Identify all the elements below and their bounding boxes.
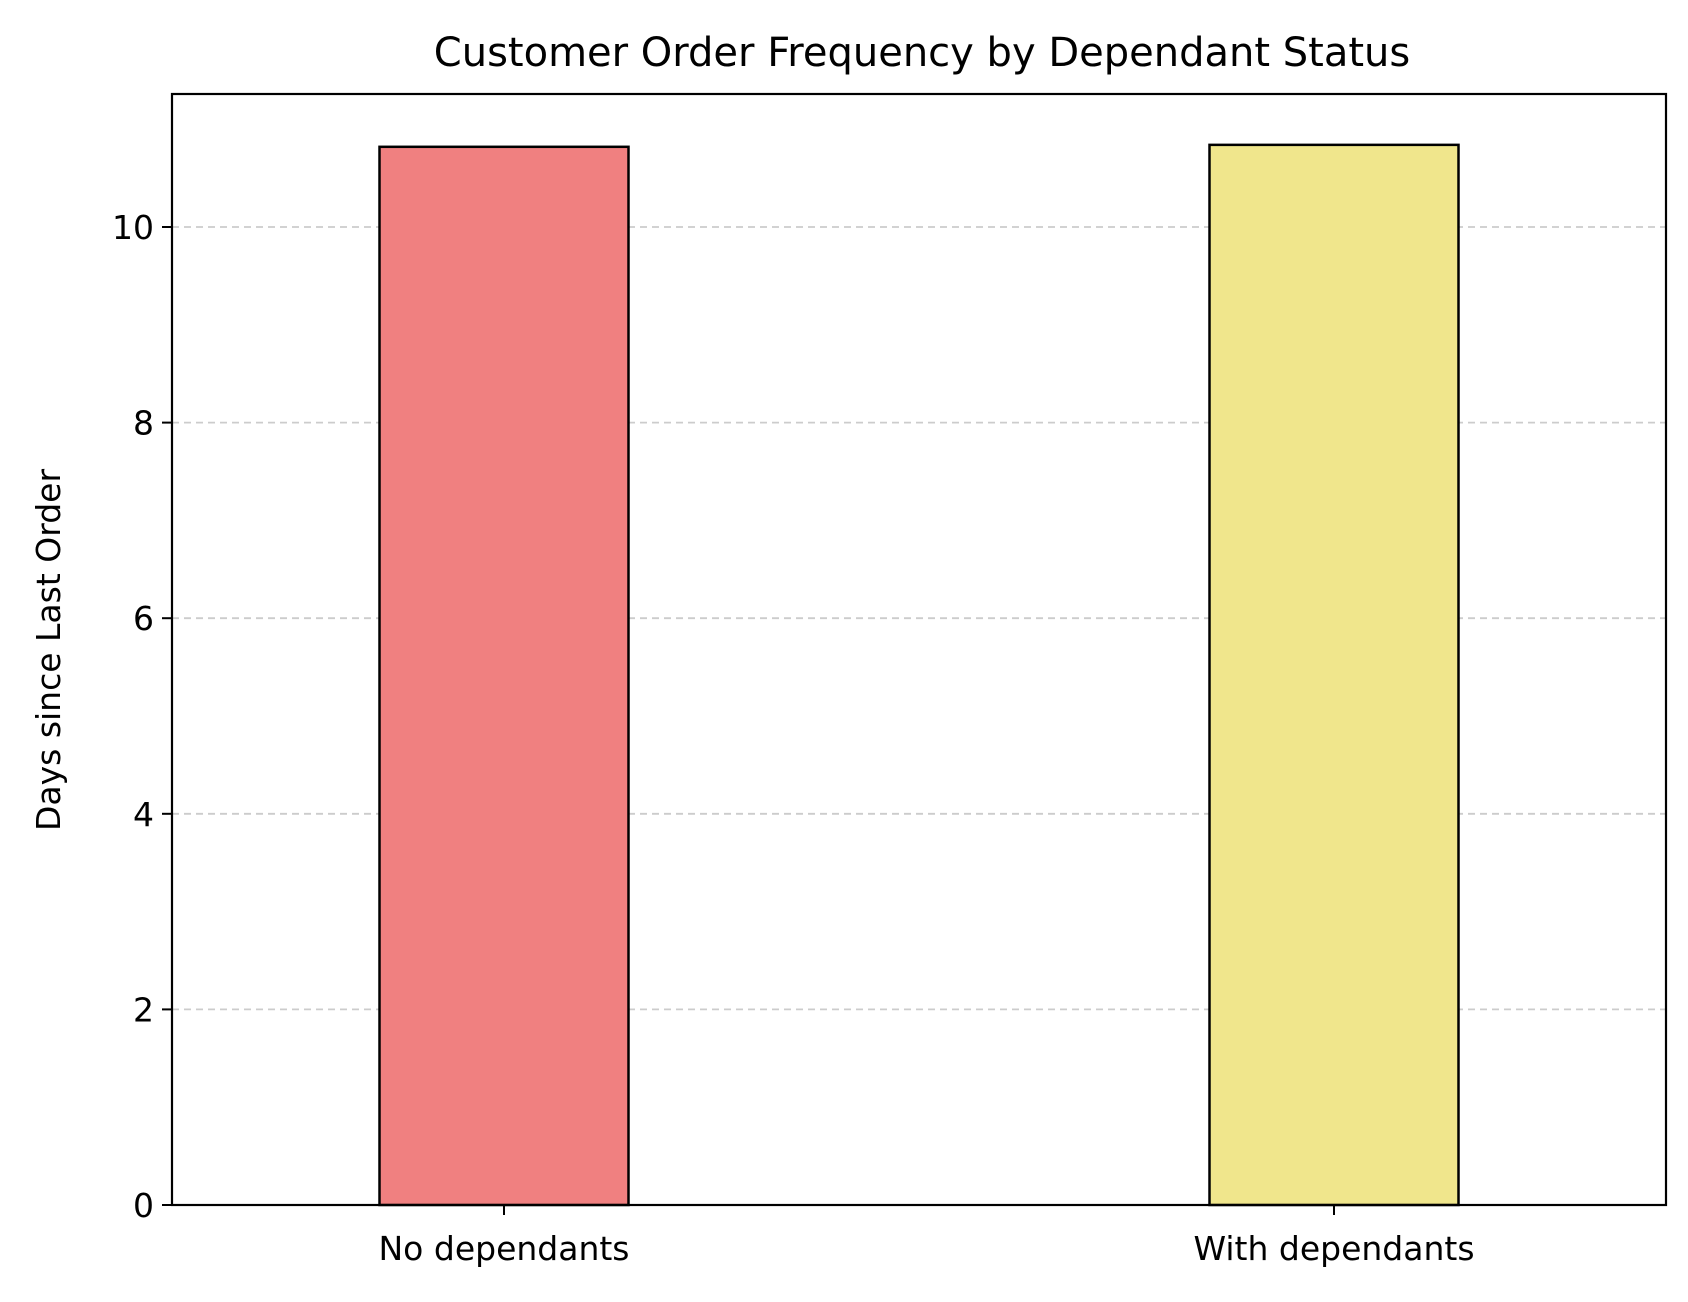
- bar-with-dependants: [1208, 143, 1460, 1207]
- y-tick-label: 8: [133, 404, 154, 443]
- bars: [378, 143, 1460, 1207]
- x-axis: No dependants With dependants: [379, 1205, 1475, 1268]
- x-tick-label: No dependants: [379, 1229, 630, 1268]
- y-axis-label: Days since Last Order: [29, 469, 68, 831]
- chart-title: Customer Order Frequency by Dependant St…: [434, 30, 1410, 76]
- y-axis: 0 2 4 6 8 10: [112, 208, 172, 1225]
- gridlines: [172, 226, 1666, 1011]
- y-tick-label: 0: [133, 1186, 154, 1225]
- y-tick-label: 10: [112, 208, 154, 247]
- bar-no-dependants: [378, 145, 630, 1207]
- x-tick-label: With dependants: [1193, 1229, 1474, 1268]
- y-tick-label: 6: [133, 599, 154, 638]
- y-tick-label: 2: [133, 990, 154, 1029]
- plot-frame: [170, 92, 1668, 1207]
- y-tick-label: 4: [133, 795, 154, 834]
